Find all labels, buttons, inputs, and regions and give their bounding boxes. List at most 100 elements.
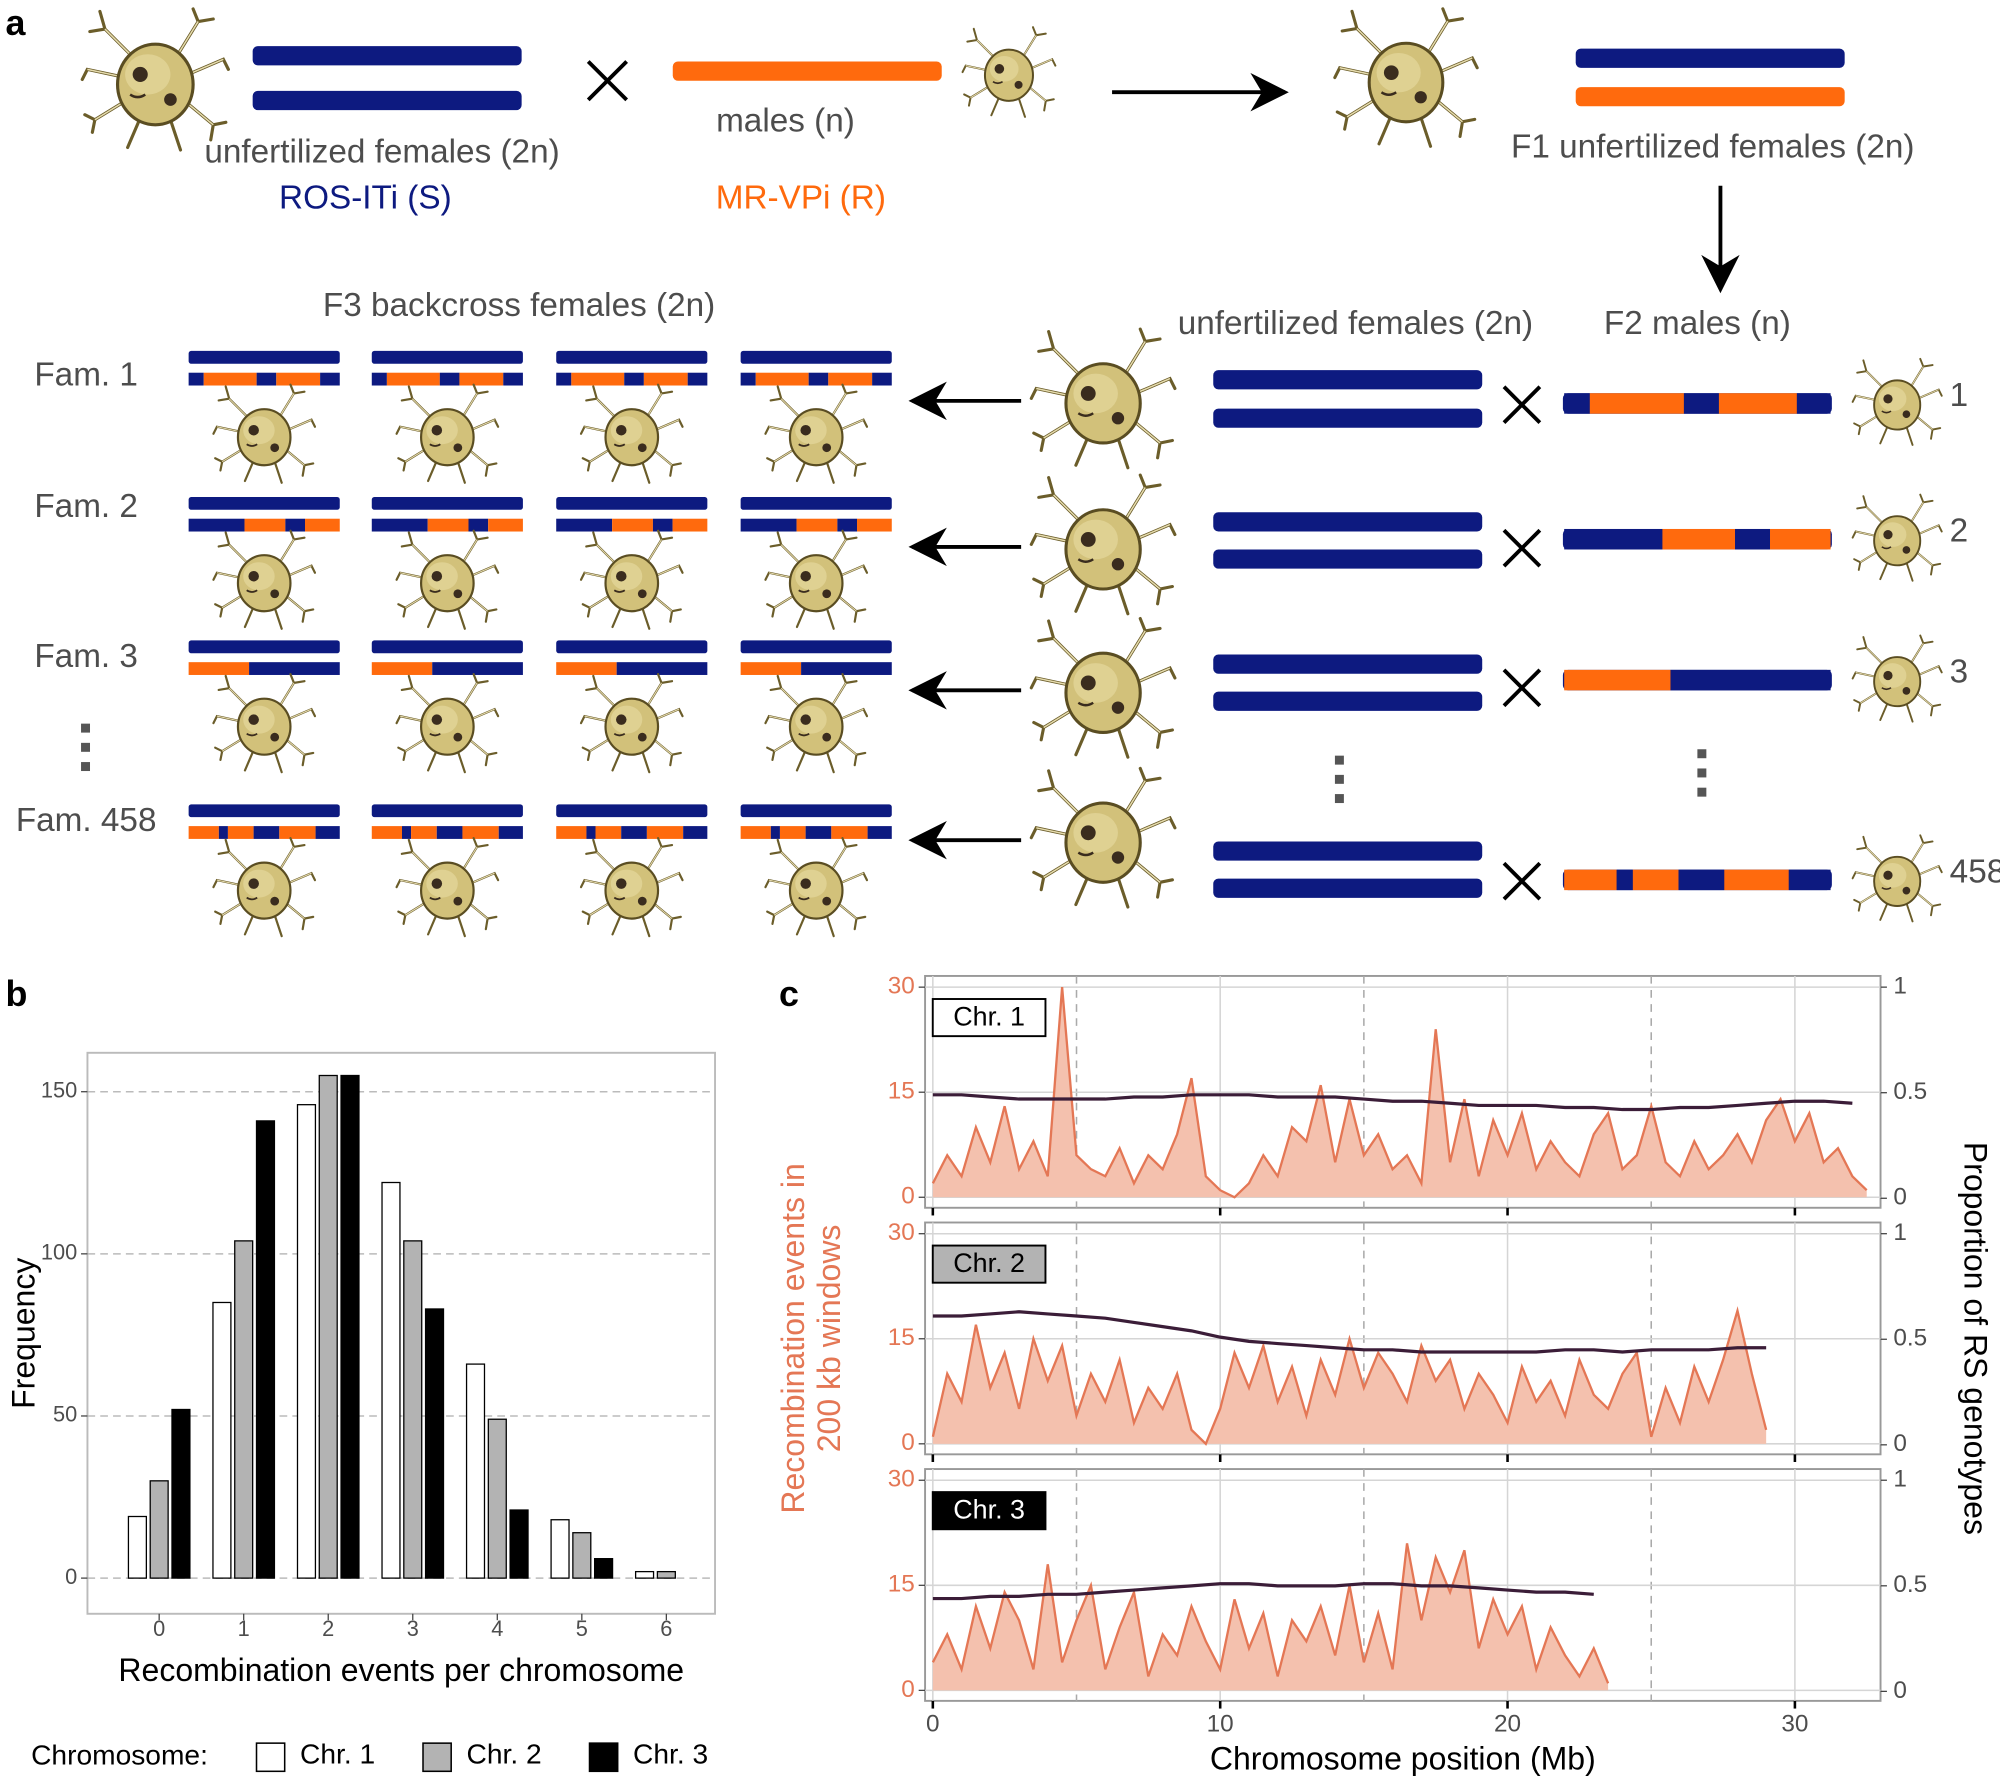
bar [424, 1308, 445, 1579]
segment [805, 826, 832, 839]
segment [556, 662, 617, 675]
segment [1796, 393, 1831, 414]
segment [285, 518, 305, 532]
segment [1683, 393, 1719, 414]
chromosome-tag-label: Chr. 1 [953, 1001, 1025, 1031]
strain-label: MR-VPi (R) [716, 180, 886, 217]
y-axis-label: Recombination events in [775, 1163, 811, 1513]
x-tick-label: 0 [926, 1711, 940, 1738]
chromosome [1213, 654, 1483, 674]
chromosome [740, 372, 892, 386]
segment [218, 826, 228, 839]
segment [770, 826, 780, 839]
chromosome [188, 496, 340, 510]
label: unfertilized females (2n) [204, 133, 559, 170]
mite-icon [579, 673, 684, 774]
segment [624, 372, 644, 386]
chromosome-tag [931, 998, 1047, 1038]
chromosome [188, 350, 340, 364]
segment [468, 518, 489, 532]
chromosome [188, 640, 340, 654]
bar [381, 1181, 401, 1579]
segment [315, 826, 340, 839]
panel-a: a unfertilized females (2n) ROS-ITi (S) … [5, 3, 1914, 804]
mite-icon [395, 673, 500, 774]
x-tick-label: 3 [407, 1616, 419, 1641]
segment [1670, 669, 1831, 691]
bar [234, 1240, 254, 1579]
chromosome [1213, 878, 1483, 898]
x-tick-label: 20 [1494, 1711, 1521, 1738]
chromosome [1562, 869, 1832, 891]
segment [439, 372, 460, 386]
mite-icon [395, 529, 500, 630]
segment [779, 826, 806, 839]
segment [304, 518, 340, 532]
chromosome [740, 518, 892, 532]
bar [572, 1532, 592, 1579]
proportion-line [932, 1310, 1767, 1354]
x-tick-label: 4 [491, 1616, 503, 1641]
x-tick-label: 1 [238, 1616, 250, 1641]
chromosome [371, 372, 523, 386]
segment [459, 372, 504, 386]
chromosome [740, 662, 892, 675]
segment [1770, 528, 1831, 550]
segment [556, 372, 572, 386]
mite-icon [80, 7, 230, 152]
segment [857, 518, 892, 532]
legend-swatch [255, 1742, 286, 1773]
mite-icon [764, 837, 869, 938]
label: males (n) [716, 103, 855, 140]
segment [687, 372, 708, 386]
x-tick-label: 0 [153, 1616, 165, 1641]
y-tick-label: 30 [888, 1466, 915, 1493]
y2-axis-label: Proportion of RS genotypes [1957, 1142, 1993, 1535]
bar [550, 1519, 570, 1579]
segment [256, 372, 277, 386]
y2-tick-label: 0.5 [1893, 1325, 1927, 1352]
segment [867, 826, 892, 839]
segment [188, 826, 219, 839]
x-axis-label: Recombination events per chromosome [118, 1652, 684, 1688]
chromosome [740, 350, 892, 364]
segment [188, 518, 245, 532]
bar [127, 1515, 148, 1579]
segment [595, 826, 622, 839]
chromosome [371, 496, 523, 510]
bar [149, 1480, 169, 1579]
segment [755, 372, 809, 386]
segment [837, 518, 858, 532]
y2-tick-label: 1 [1893, 1466, 1907, 1493]
segment [740, 662, 802, 675]
chromosome [1213, 841, 1483, 861]
chromosome [371, 350, 523, 364]
y2-tick-label: 0.5 [1893, 1078, 1927, 1105]
mite-icon [1029, 473, 1177, 616]
chromosome [188, 662, 340, 675]
segment [556, 826, 587, 839]
chromosome [371, 804, 523, 818]
mite-icon [1029, 766, 1177, 909]
legend-label: Chr. 1 [300, 1737, 375, 1769]
proportion-line [932, 1582, 1594, 1601]
segment [462, 826, 499, 839]
segment [683, 826, 708, 839]
segment [801, 662, 892, 675]
segment [586, 826, 596, 839]
chromosome-tag [931, 1244, 1047, 1284]
y-tick-label: 100 [41, 1240, 77, 1265]
chromosome [1213, 549, 1483, 569]
segment [227, 826, 254, 839]
mite-icon [212, 837, 317, 938]
plot-background [86, 1051, 716, 1615]
area-fill [932, 1310, 1767, 1444]
segment [1564, 869, 1617, 891]
segment [279, 826, 316, 839]
mite-icon [1851, 634, 1943, 723]
legend-swatch [422, 1742, 452, 1773]
mite-icon [395, 837, 500, 938]
panel-label: c [779, 974, 799, 1014]
bar [634, 1570, 655, 1579]
segment [808, 372, 829, 386]
